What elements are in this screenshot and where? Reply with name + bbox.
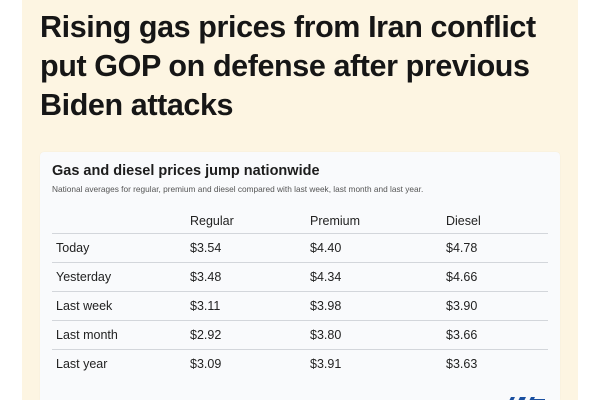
diesel-price: $3.66	[446, 328, 478, 342]
regular-price: $3.11	[190, 299, 221, 313]
regular-price: $3.09	[190, 357, 222, 371]
column-header-premium: Premium	[310, 214, 361, 228]
article-headline[interactable]: Rising gas prices from Iran conflict put…	[40, 10, 536, 122]
row-label: Yesterday	[56, 270, 112, 284]
premium-price: $3.80	[310, 328, 342, 342]
table-row: Last month $2.92 $3.80 $3.66	[52, 320, 548, 350]
table-subtitle: National averages for regular, premium a…	[52, 184, 424, 194]
diesel-price: $4.78	[446, 241, 478, 255]
diesel-price: $4.66	[446, 270, 478, 284]
regular-price: $2.92	[190, 328, 222, 342]
row-label: Last year	[56, 357, 108, 371]
diesel-price: $3.63	[446, 357, 478, 371]
row-label: Last month	[56, 328, 118, 342]
news-logo-icon	[507, 392, 547, 400]
table-row: Today $3.54 $4.40 $4.78	[52, 233, 548, 263]
premium-price: $4.34	[310, 270, 342, 284]
table-title: Gas and diesel prices jump nationwide	[52, 163, 320, 179]
regular-price: $3.48	[190, 270, 222, 284]
table-row: Yesterday $3.48 $4.34 $4.66	[52, 262, 548, 292]
column-header-regular: Regular	[190, 214, 234, 228]
premium-price: $3.98	[310, 299, 342, 313]
row-label: Last week	[56, 299, 113, 313]
table-row: Last week $3.11 $3.98 $3.90	[52, 291, 548, 321]
premium-price: $3.91	[310, 357, 342, 371]
column-header-diesel: Diesel	[446, 214, 481, 228]
row-label: Today	[56, 241, 90, 255]
table-row: Last year $3.09 $3.91 $3.63	[52, 349, 548, 379]
table-header-row: Regular Premium Diesel	[52, 209, 548, 233]
regular-price: $3.54	[190, 241, 222, 255]
premium-price: $4.40	[310, 241, 342, 255]
diesel-price: $3.90	[446, 299, 478, 313]
gas-prices-table-card: Gas and diesel prices jump nationwide Na…	[40, 152, 560, 400]
